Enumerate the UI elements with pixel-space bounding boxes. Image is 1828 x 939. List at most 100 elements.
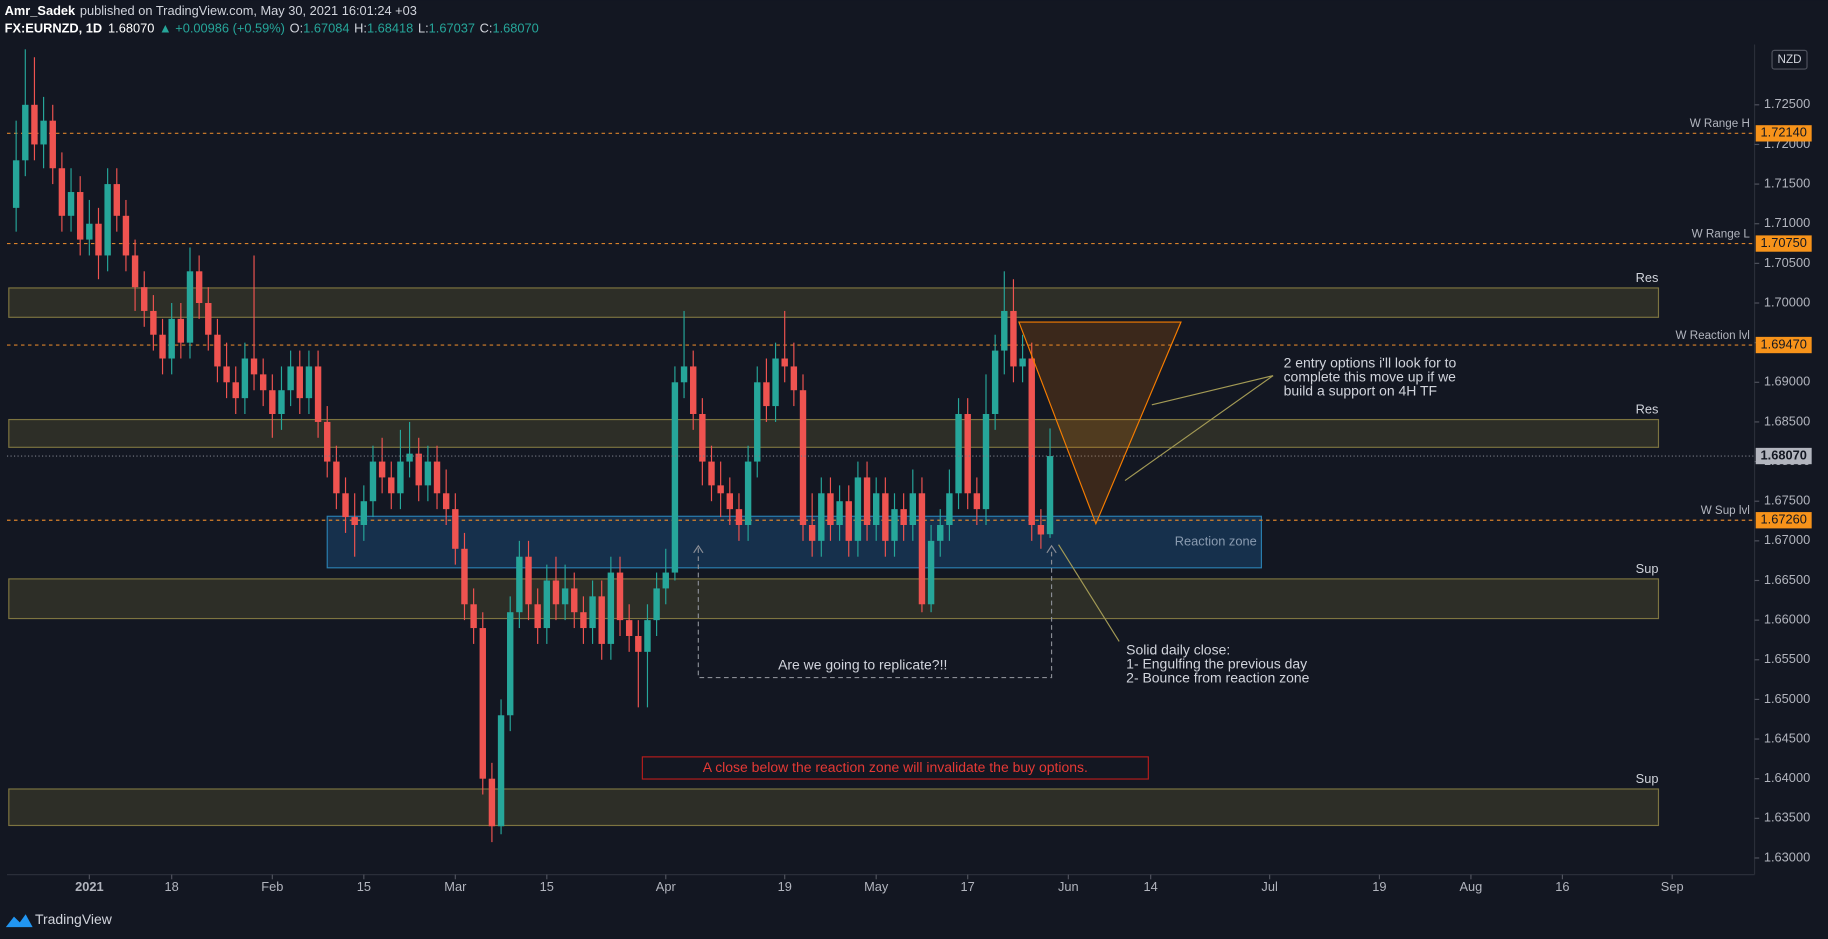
- y-tick-label: 1.64500: [1764, 730, 1810, 745]
- x-tick-label: Jul: [1261, 879, 1277, 894]
- candle-body: [287, 366, 294, 391]
- candle-body: [964, 414, 971, 494]
- x-tick-label: Mar: [444, 879, 467, 894]
- candle-body: [360, 501, 368, 525]
- header-line-1: Amr_Sadek published on TradingView.com, M…: [5, 3, 417, 18]
- candle-body: [818, 493, 825, 541]
- candle-body: [333, 461, 340, 494]
- candle-body: [186, 271, 194, 343]
- candle-body: [534, 604, 541, 629]
- candle-body: [223, 366, 230, 383]
- candle-body: [991, 350, 999, 415]
- y-tick-label: 1.70500: [1764, 255, 1810, 270]
- candle-body: [561, 588, 569, 605]
- level-name: W Range L: [1692, 227, 1751, 240]
- annotation: build a support on 4H TF: [1284, 383, 1438, 399]
- candle-body: [836, 501, 843, 525]
- candle-body: [781, 358, 788, 367]
- ohlc-key: L:: [418, 21, 429, 36]
- level-name: W Reaction lvl: [1675, 329, 1749, 342]
- y-tick-label: 1.70000: [1764, 294, 1810, 309]
- candle-body: [159, 334, 166, 359]
- x-tick-label: Jun: [1058, 879, 1079, 894]
- candle-body: [397, 461, 404, 494]
- candle-body: [754, 382, 761, 462]
- ohlc-key: H:: [354, 21, 367, 36]
- annotation: Solid daily close:: [1126, 641, 1230, 657]
- currency-box: [1771, 49, 1808, 70]
- x-tick-label: 18: [165, 879, 179, 894]
- candle-body: [909, 493, 916, 525]
- zone-label: Sup: [1636, 771, 1659, 786]
- y-tick-label: 1.63500: [1764, 810, 1810, 825]
- candle-body: [241, 358, 249, 399]
- candle-body: [808, 524, 816, 541]
- symbol: FX:EURNZD, 1D: [5, 21, 103, 36]
- published: published on TradingView.com, May 30, 20…: [80, 3, 417, 18]
- level-price: 1.72140: [1761, 125, 1807, 140]
- candle-body: [543, 580, 551, 629]
- y-tick-label: 1.67500: [1764, 493, 1810, 508]
- arrow-heads: [693, 544, 1057, 554]
- warning-box: [641, 756, 1149, 780]
- y-tick-label: 1.71500: [1764, 175, 1810, 190]
- candle-body: [40, 120, 47, 145]
- y-tick-label: 1.65000: [1764, 691, 1810, 706]
- candle-body: [772, 358, 779, 407]
- candle-body: [790, 366, 798, 391]
- ohlc-value: 1.68418: [367, 21, 413, 36]
- candle-body: [735, 509, 743, 525]
- arrow: [1151, 375, 1274, 406]
- candle-body: [1001, 310, 1008, 351]
- candle-body: [690, 366, 697, 415]
- candle-body: [607, 572, 615, 644]
- candle-body: [141, 287, 148, 311]
- target-triangle: [1018, 321, 1182, 526]
- candle-body: [424, 461, 432, 486]
- annotation: complete this move up if we: [1284, 369, 1457, 385]
- candle-body: [406, 453, 413, 462]
- candle-body: [863, 477, 871, 525]
- level-price-box: [1755, 235, 1812, 252]
- candle-body: [232, 382, 239, 399]
- candle-body: [827, 493, 834, 525]
- last-price-label: 1.68070: [1761, 447, 1807, 462]
- candle-body: [497, 715, 505, 827]
- candle-body: [22, 104, 29, 161]
- level-price: 1.70750: [1761, 235, 1807, 250]
- candle-body: [214, 334, 221, 367]
- candle-body: [369, 461, 377, 502]
- candle-body: [131, 255, 139, 288]
- level-price: 1.69470: [1761, 336, 1807, 351]
- dashed-box: [697, 548, 1053, 679]
- x-tick-label: Sep: [1661, 879, 1684, 894]
- x-tick-label: 17: [961, 879, 975, 894]
- zone-label: Res: [1636, 270, 1659, 285]
- candle-body: [516, 556, 523, 613]
- candle-body: [854, 477, 862, 541]
- candle-body: [726, 493, 734, 510]
- annotation: Are we going to replicate?!!: [778, 657, 947, 673]
- candle-body: [378, 461, 386, 478]
- candle-body: [598, 596, 605, 644]
- candle-body: [205, 303, 212, 335]
- candle-body: [872, 493, 880, 525]
- candle-body: [799, 390, 807, 525]
- candle-body: [86, 223, 93, 240]
- candle-body: [635, 635, 642, 652]
- x-tick-label: 14: [1144, 879, 1158, 894]
- candle-body: [95, 223, 102, 256]
- y-tick-label: 1.68500: [1764, 413, 1810, 428]
- annotation: 2 entry options i'll look for to: [1284, 355, 1457, 371]
- candle-body: [305, 366, 313, 399]
- x-tick-label: 19: [778, 879, 792, 894]
- x-tick-label: Aug: [1460, 879, 1483, 894]
- y-tick-label: 1.66000: [1764, 612, 1810, 627]
- level-name: W Range H: [1690, 117, 1750, 130]
- zone: [8, 788, 1660, 827]
- candle-body: [845, 501, 852, 541]
- x-tick-label: 15: [357, 879, 371, 894]
- candle-body: [616, 572, 624, 621]
- candle-body: [104, 184, 111, 256]
